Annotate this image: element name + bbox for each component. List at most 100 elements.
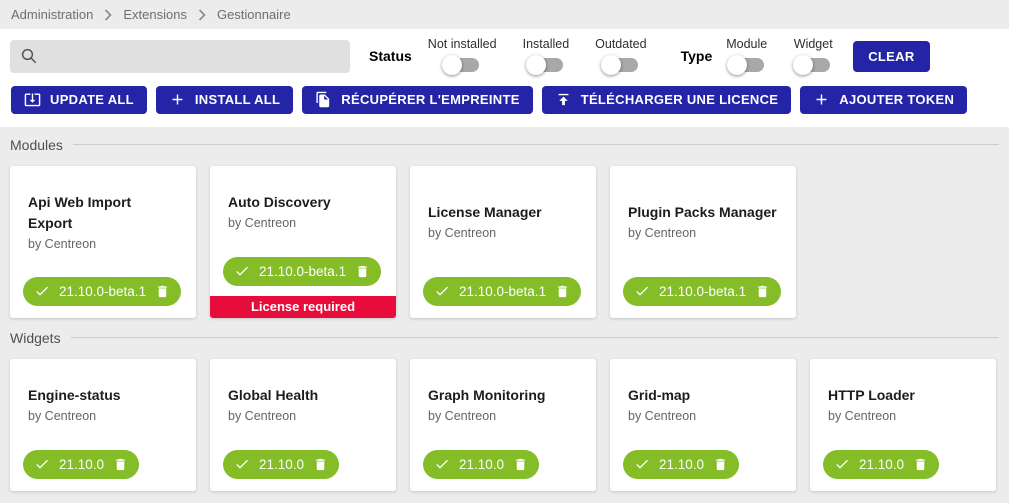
status-filter-label: Status <box>369 48 412 65</box>
section-title-widgets: Widgets <box>10 329 61 346</box>
section-title-modules: Modules <box>10 136 63 153</box>
delete-icon[interactable] <box>713 457 728 472</box>
extension-card-license-manager[interactable]: License Manager by Centreon 21.10.0-beta… <box>410 165 596 318</box>
action-button-label: INSTALL ALL <box>194 92 281 108</box>
check-icon <box>836 459 848 469</box>
type-toggle-group: Module Widget <box>726 37 833 75</box>
copy-icon <box>316 91 330 108</box>
extension-card-plugin-packs-manager[interactable]: Plugin Packs Manager by Centreon 21.10.0… <box>610 165 796 318</box>
version-label: 21.10.0-beta.1 <box>459 283 547 299</box>
version-chip[interactable]: 21.10.0 <box>623 449 740 479</box>
plus-icon <box>816 94 827 105</box>
filter-toggle-not-installed: Not installed <box>427 37 497 75</box>
extension-card-grid-map[interactable]: Grid-map by Centreon 21.10.0 <box>610 358 796 491</box>
toggle-switch[interactable] <box>525 54 566 75</box>
version-label: 21.10.0 <box>259 456 305 472</box>
chevron-right-icon <box>198 8 206 21</box>
check-icon <box>636 459 648 469</box>
version-chip[interactable]: 21.10.0-beta.1 <box>423 276 582 306</box>
version-chip[interactable]: 21.10.0 <box>823 449 940 479</box>
ajouter-token-button[interactable]: AJOUTER TOKEN <box>800 85 968 114</box>
delete-icon[interactable] <box>513 457 528 472</box>
toggle-switch[interactable] <box>726 54 767 75</box>
version-label: 21.10.0-beta.1 <box>59 283 147 299</box>
extension-card-auto-discovery[interactable]: Auto Discovery by Centreon 21.10.0-beta.… <box>210 165 396 318</box>
extension-card-engine-status[interactable]: Engine-status by Centreon 21.10.0 <box>10 358 196 491</box>
update-icon <box>24 93 41 107</box>
check-icon <box>636 286 648 296</box>
install-all-button[interactable]: INSTALL ALL <box>155 85 294 114</box>
extension-title: License Manager <box>428 204 542 221</box>
upload-icon <box>558 94 569 106</box>
card-grid: Api Web Import Export by Centreon 21.10.… <box>10 165 999 318</box>
extension-author: by Centreon <box>428 226 497 241</box>
toggle-label: Module <box>726 37 768 51</box>
action-button-label: UPDATE ALL <box>50 92 134 108</box>
toggle-label: Installed <box>522 37 570 51</box>
extension-card-http-loader[interactable]: HTTP Loader by Centreon 21.10.0 <box>810 358 996 491</box>
version-chip[interactable]: 21.10.0-beta.1 <box>623 276 782 306</box>
version-chip[interactable]: 21.10.0 <box>23 449 140 479</box>
version-label: 21.10.0 <box>859 456 905 472</box>
check-icon <box>36 286 48 296</box>
delete-icon[interactable] <box>355 264 370 279</box>
version-label: 21.10.0 <box>659 456 705 472</box>
update-all-button[interactable]: UPDATE ALL <box>11 85 147 114</box>
search-box[interactable] <box>10 39 350 73</box>
breadcrumb-item-gestionnaire[interactable]: Gestionnaire <box>216 7 291 22</box>
delete-icon[interactable] <box>113 457 128 472</box>
version-chip[interactable]: 21.10.0-beta.1 <box>223 256 382 286</box>
version-chip[interactable]: 21.10.0-beta.1 <box>23 276 182 306</box>
delete-icon[interactable] <box>755 284 770 299</box>
extension-section: Modules Api Web Import Export by Centreo… <box>10 133 999 318</box>
extension-author: by Centreon <box>228 216 297 231</box>
breadcrumb-item-extensions[interactable]: Extensions <box>123 7 187 22</box>
version-label: 21.10.0-beta.1 <box>659 283 747 299</box>
version-label: 21.10.0-beta.1 <box>259 263 347 279</box>
chevron-right-icon <box>104 8 113 21</box>
toggle-switch[interactable] <box>442 54 482 75</box>
telecharger-une-licence-button[interactable]: TÉLÉCHARGER UNE LICENCE <box>541 85 792 114</box>
section-divider <box>70 337 999 339</box>
extension-card-global-health[interactable]: Global Health by Centreon 21.10.0 <box>210 358 396 491</box>
version-chip[interactable]: 21.10.0 <box>423 449 540 479</box>
actions-row: UPDATE ALL INSTALL ALL RÉCUPÉRER L'EMPREIN… <box>11 85 999 114</box>
extension-author: by Centreon <box>28 409 97 424</box>
check-icon <box>436 286 448 296</box>
version-chip[interactable]: 21.10.0 <box>223 449 340 479</box>
extension-card-graph-monitoring[interactable]: Graph Monitoring by Centreon 21.10.0 <box>410 358 596 491</box>
breadcrumb-item-administration[interactable]: Administration <box>11 7 94 22</box>
check-icon <box>236 459 248 469</box>
extension-card-api-web-import-export[interactable]: Api Web Import Export by Centreon 21.10.… <box>10 165 196 318</box>
version-label: 21.10.0 <box>459 456 505 472</box>
action-button-label: TÉLÉCHARGER UNE LICENCE <box>580 92 779 108</box>
filter-toggle-outdated: Outdated <box>595 37 647 75</box>
filter-toggle-widget: Widget <box>793 37 833 75</box>
extension-author: by Centreon <box>828 409 897 424</box>
section-divider <box>72 144 999 146</box>
type-filter-label: Type <box>680 48 713 65</box>
filter-toggle-module: Module <box>726 37 768 75</box>
toggle-switch[interactable] <box>793 54 833 75</box>
toggle-label: Outdated <box>595 37 647 51</box>
toggle-label: Not installed <box>427 37 497 51</box>
extension-author: by Centreon <box>628 409 697 424</box>
clear-filters-button[interactable]: CLEAR <box>853 40 930 72</box>
delete-icon[interactable] <box>913 457 928 472</box>
plus-icon <box>172 94 183 105</box>
delete-icon[interactable] <box>155 284 170 299</box>
action-button-label: RÉCUPÉRER L'EMPREINTE <box>341 92 520 108</box>
extension-title: Graph Monitoring <box>428 387 546 404</box>
search-input[interactable] <box>46 48 340 65</box>
delete-icon[interactable] <box>313 457 328 472</box>
toggle-switch[interactable] <box>600 54 641 75</box>
extension-author: by Centreon <box>428 409 497 424</box>
delete-icon[interactable] <box>555 284 570 299</box>
check-icon <box>236 266 248 276</box>
search-icon <box>21 49 37 64</box>
extension-title: HTTP Loader <box>828 387 915 404</box>
card-grid: Engine-status by Centreon 21.10.0 Global… <box>10 358 999 491</box>
extension-author: by Centreon <box>628 226 697 241</box>
extension-title: Api Web Import Export <box>28 193 132 231</box>
recuperer-l-empreinte-button[interactable]: RÉCUPÉRER L'EMPREINTE <box>302 85 533 114</box>
